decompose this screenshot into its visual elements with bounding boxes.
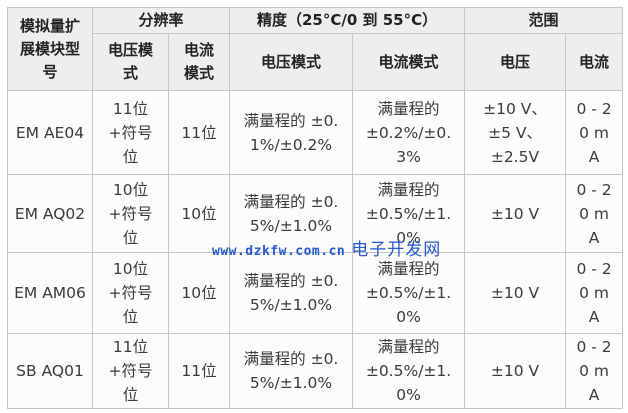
cell-accuracy-voltage: 满量程的 ±0. 5%/±1.0% bbox=[229, 333, 354, 409]
cell-range-voltage: ±10 V bbox=[464, 174, 567, 253]
table-row: EM AQ02 10位 +符号 位 10位 满量程的 ±0. 5%/±1.0% … bbox=[7, 174, 624, 253]
cell-range-current: 0 - 2 0 m A bbox=[565, 174, 624, 253]
cell-model: EM AE04 bbox=[7, 90, 93, 175]
cell-accuracy-voltage: 满量程的 ±0. 5%/±1.0% bbox=[229, 174, 354, 253]
cell-accuracy-voltage: 满量程的 ±0. 1%/±0.2% bbox=[229, 90, 354, 175]
cell-resolution-voltage: 10位 +符号 位 bbox=[92, 252, 169, 334]
cell-resolution-voltage: 11位 +符号 位 bbox=[92, 90, 169, 175]
header-sub-row: 电压模 式 电流 模式 电压模式 电流模式 电压 电流 bbox=[8, 33, 624, 91]
cell-accuracy-current: 满量程的 ±0.5%/±1. 0% bbox=[352, 174, 466, 253]
cell-range-current: 0 - 2 0 m A bbox=[565, 333, 624, 409]
cell-resolution-voltage: 11位 +符号 位 bbox=[92, 333, 169, 409]
header-range-voltage: 电压 bbox=[464, 33, 567, 91]
table-row: EM AE04 11位 +符号 位 11位 满量程的 ±0. 1%/±0.2% … bbox=[7, 90, 624, 175]
cell-resolution-voltage: 10位 +符号 位 bbox=[92, 174, 169, 253]
cell-range-voltage: ±10 V bbox=[464, 333, 567, 409]
header-group-row: 模拟量扩 展模块型 号 分辨率 精度（25°C/0 到 55°C） 范围 bbox=[7, 7, 624, 91]
table-row: SB AQ01 11位 +符号 位 11位 满量程的 ±0. 5%/±1.0% … bbox=[7, 333, 624, 409]
cell-model: SB AQ01 bbox=[7, 333, 93, 409]
cell-accuracy-current: 满量程的 ±0.5%/±1. 0% bbox=[352, 333, 466, 409]
header-group-range: 范围 bbox=[464, 7, 624, 34]
cell-accuracy-current: 满量程的 ±0.2%/±0. 3% bbox=[352, 90, 466, 175]
cell-resolution-current: 11位 bbox=[167, 333, 231, 409]
header-resolution-voltage-mode: 电压模 式 bbox=[92, 33, 169, 91]
cell-resolution-current: 10位 bbox=[167, 174, 231, 253]
header-accuracy-voltage-mode: 电压模式 bbox=[229, 33, 354, 91]
header-module-model: 模拟量扩 展模块型 号 bbox=[7, 7, 93, 91]
header-group-resolution: 分辨率 bbox=[91, 7, 231, 34]
header-accuracy-current-mode: 电流模式 bbox=[352, 33, 466, 91]
cell-range-current: 0 - 2 0 m A bbox=[565, 90, 624, 175]
cell-resolution-current: 10位 bbox=[167, 252, 231, 334]
cell-resolution-current: 11位 bbox=[167, 90, 231, 175]
cell-model: EM AQ02 bbox=[7, 174, 93, 253]
cell-range-voltage: ±10 V、 ±5 V、 ±2.5V bbox=[464, 90, 567, 175]
cell-range-voltage: ±10 V bbox=[464, 252, 567, 334]
table-row: EM AM06 10位 +符号 位 10位 满量程的 ±0. 5%/±1.0% … bbox=[7, 252, 624, 334]
analog-module-spec-table: 模拟量扩 展模块型 号 分辨率 精度（25°C/0 到 55°C） 范围 电压模… bbox=[7, 7, 624, 409]
cell-model: EM AM06 bbox=[7, 252, 93, 334]
cell-range-current: 0 - 2 0 m A bbox=[565, 252, 624, 334]
cell-accuracy-voltage: 满量程的 ±0. 5%/±1.0% bbox=[229, 252, 354, 334]
header-range-current: 电流 bbox=[565, 33, 624, 91]
cell-accuracy-current: 满量程的 ±0.5%/±1. 0% bbox=[352, 252, 466, 334]
header-group-accuracy: 精度（25°C/0 到 55°C） bbox=[229, 7, 466, 34]
header-resolution-current-mode: 电流 模式 bbox=[167, 33, 231, 91]
